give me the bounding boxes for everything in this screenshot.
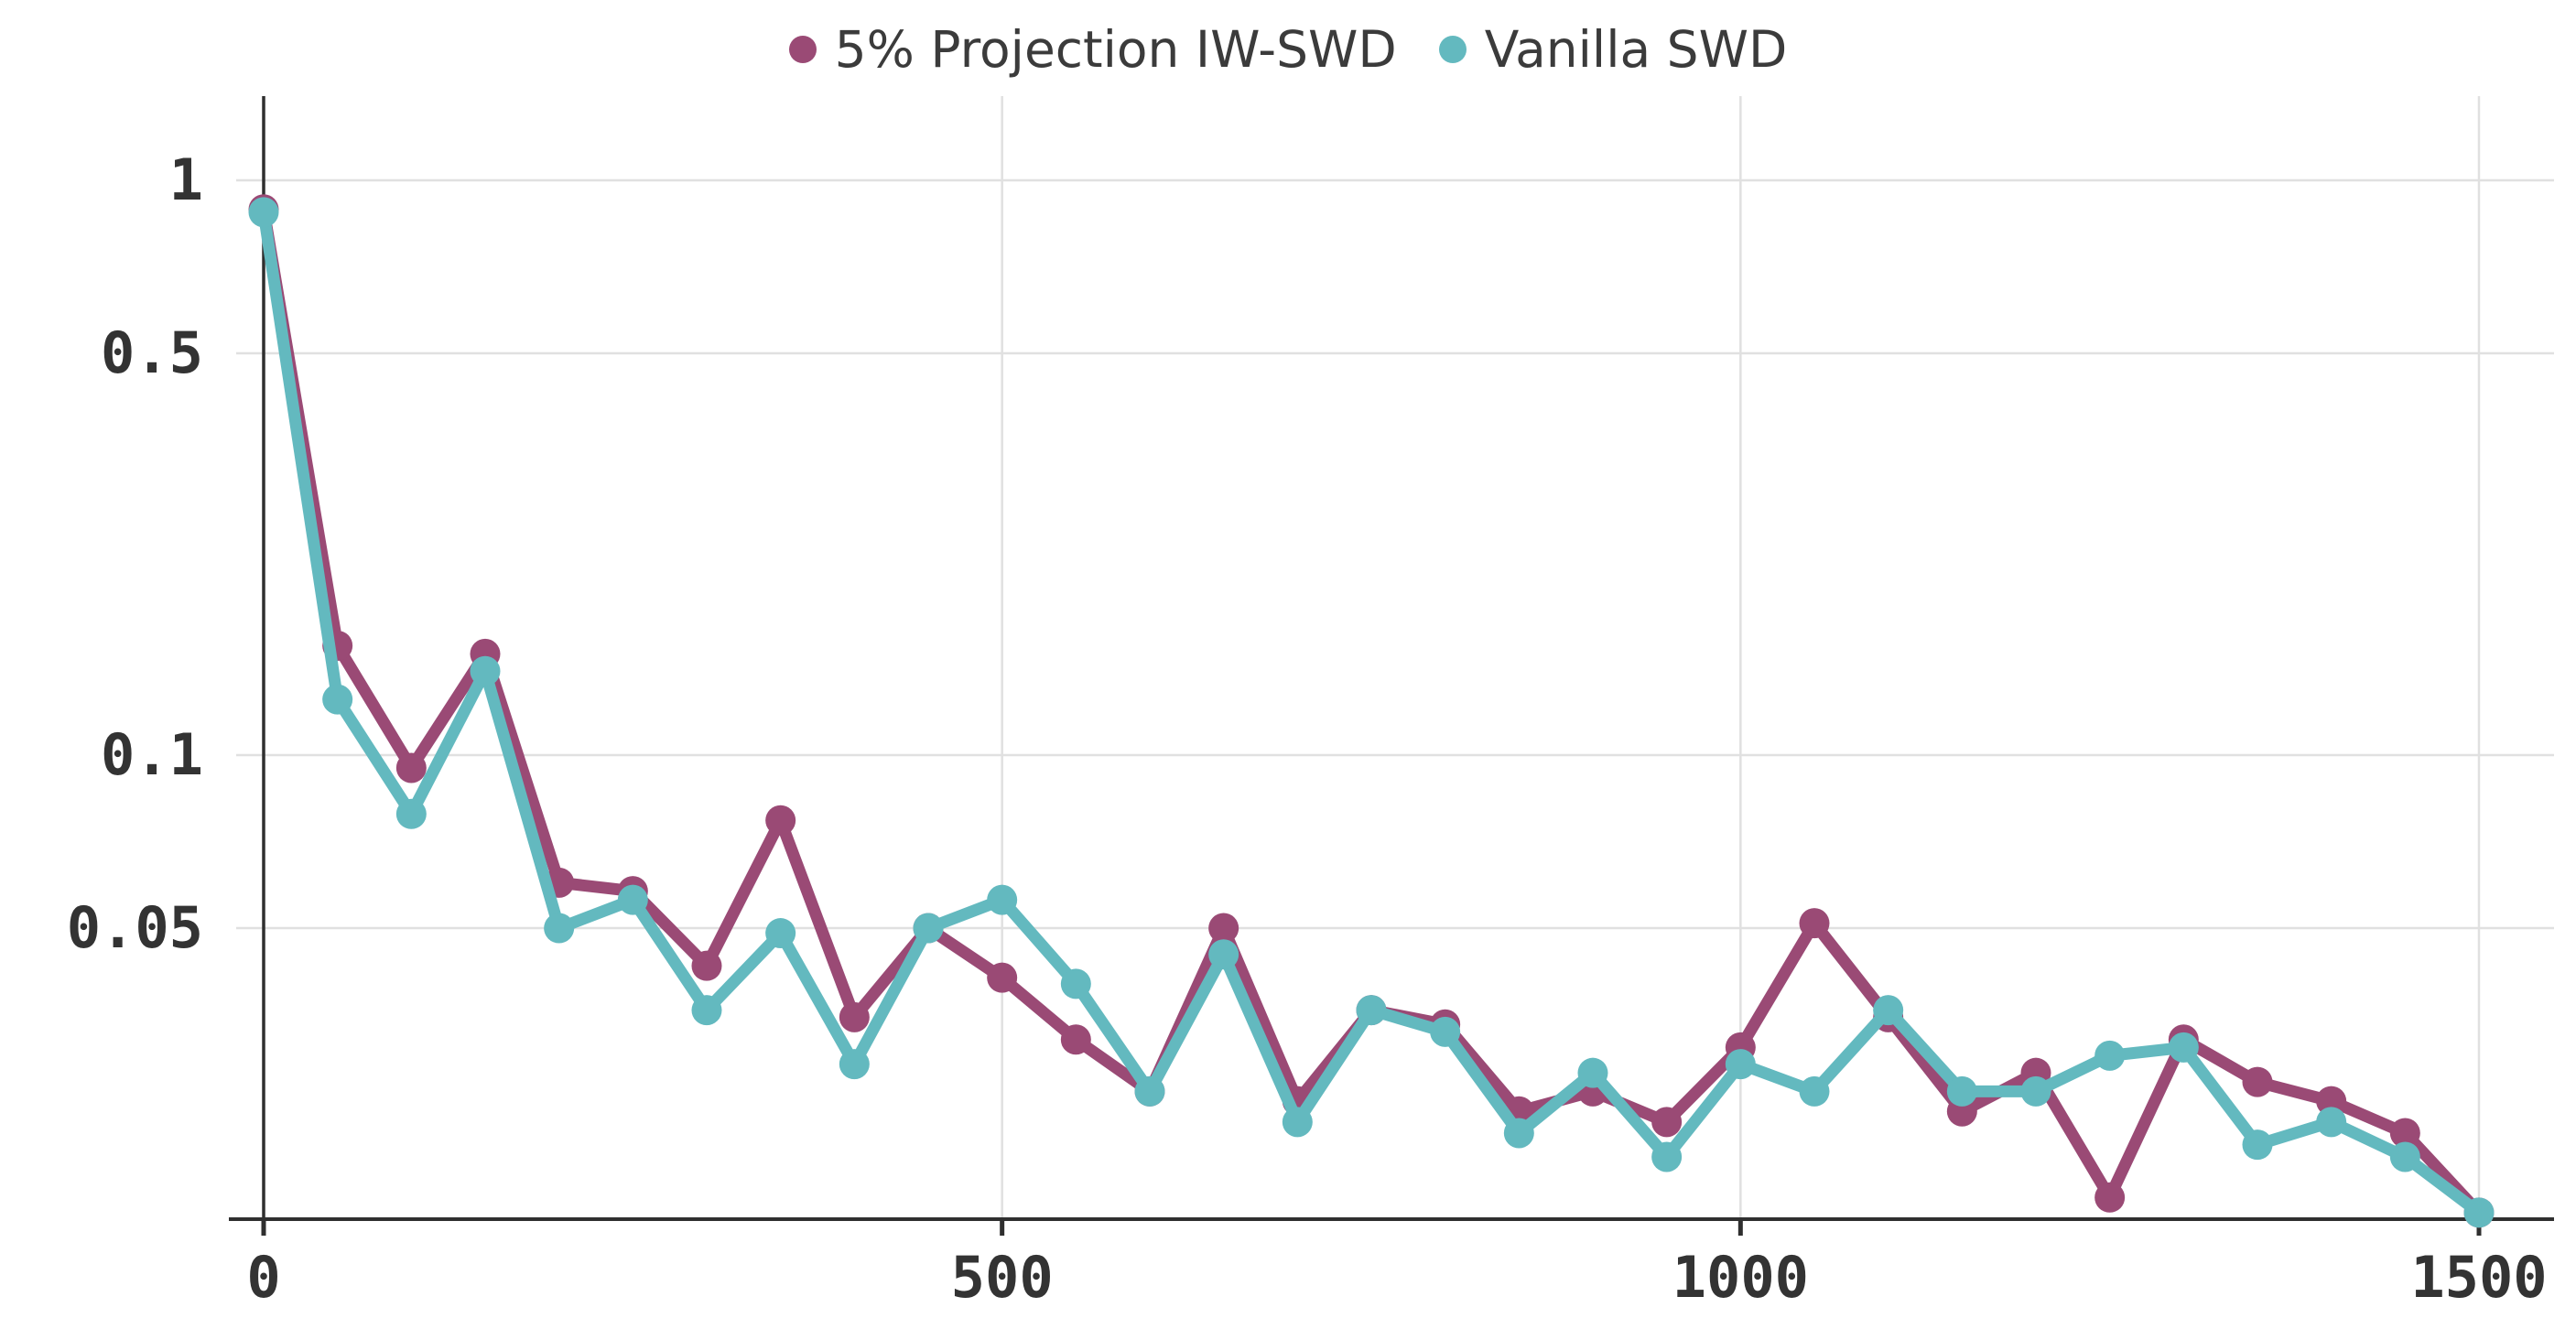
series-marker-1 [913, 913, 944, 944]
series-marker-1 [2242, 1129, 2273, 1161]
series-marker-0 [2242, 1066, 2273, 1097]
legend-label-projection-iw-swd: 5% Projection IW-SWD [834, 20, 1397, 79]
y-tick-label: 0.5 [101, 319, 203, 386]
series-marker-0 [1208, 913, 1239, 944]
series-marker-1 [248, 197, 279, 228]
legend-label-vanilla-swd: Vanilla SWD [1484, 20, 1788, 79]
series-marker-1 [2094, 1040, 2126, 1071]
y-tick-label: 0.05 [67, 894, 203, 961]
series-marker-1 [2463, 1197, 2495, 1228]
series-marker-1 [617, 884, 648, 915]
series-marker-1 [1577, 1057, 1608, 1088]
series-marker-1 [1873, 995, 1904, 1026]
series-marker-1 [1799, 1075, 1830, 1107]
series-marker-1 [1356, 995, 1387, 1026]
series-marker-0 [839, 1001, 870, 1032]
series-marker-1 [1651, 1141, 1683, 1172]
series-marker-1 [839, 1049, 870, 1080]
legend-item-projection-iw-swd: 5% Projection IW-SWD [788, 20, 1397, 79]
series-marker-1 [987, 884, 1018, 915]
series-marker-1 [765, 918, 796, 949]
series-line-1 [257, 206, 2485, 1219]
chart-legend: 5% Projection IW-SWD Vanilla SWD [0, 20, 2576, 79]
series-marker-0 [395, 752, 427, 783]
series-marker-1 [1134, 1075, 1165, 1107]
series-marker-1 [691, 995, 722, 1026]
series-marker-1 [2168, 1032, 2199, 1063]
series-marker-1 [395, 798, 427, 829]
x-tick-label: 1000 [1672, 1244, 1809, 1311]
series-marker-1 [1208, 939, 1239, 970]
series-marker-1 [1503, 1118, 1534, 1149]
series-marker-1 [1282, 1107, 1313, 1138]
series-marker-0 [1651, 1107, 1683, 1138]
series-marker-1 [1060, 968, 1091, 999]
series-line-0 [257, 203, 2485, 1219]
x-tick-label: 0 [246, 1244, 280, 1311]
x-tick-label: 1500 [2410, 1244, 2547, 1311]
series-marker-0 [2094, 1182, 2126, 1213]
series-marker-1 [2316, 1107, 2347, 1138]
series-marker-0 [987, 962, 1018, 993]
series-marker-0 [1060, 1024, 1091, 1055]
y-tick-label: 0.1 [101, 721, 203, 788]
series-marker-1 [1430, 1016, 1461, 1047]
series-marker-1 [2389, 1141, 2420, 1172]
series-marker-1 [2020, 1075, 2051, 1107]
series-marker-0 [2389, 1118, 2420, 1149]
legend-dot-vanilla-swd-icon [1438, 36, 1467, 63]
series-marker-0 [765, 805, 796, 836]
series-marker-1 [1725, 1049, 1756, 1080]
series-marker-1 [322, 684, 353, 715]
series-marker-0 [691, 950, 722, 981]
y-tick-label: 1 [169, 146, 203, 213]
x-tick-label: 500 [951, 1244, 1054, 1311]
series-marker-1 [470, 655, 501, 686]
series-marker-0 [1799, 908, 1830, 939]
series-marker-1 [1946, 1075, 1977, 1107]
legend-dot-projection-iw-swd-icon [788, 36, 817, 63]
series-marker-0 [2316, 1086, 2347, 1117]
series-marker-1 [544, 913, 575, 944]
legend-item-vanilla-swd: Vanilla SWD [1438, 20, 1788, 79]
